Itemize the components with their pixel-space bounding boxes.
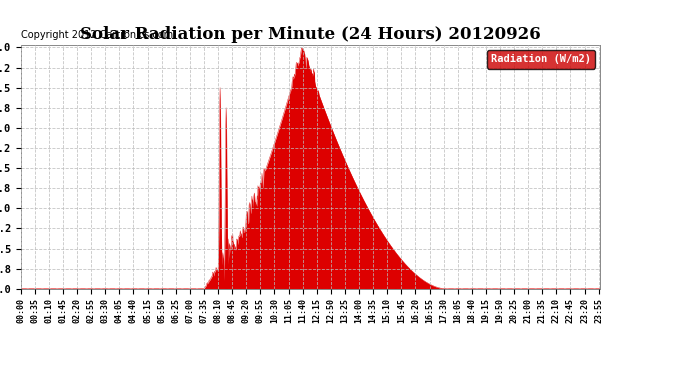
- Title: Solar Radiation per Minute (24 Hours) 20120926: Solar Radiation per Minute (24 Hours) 20…: [80, 27, 541, 44]
- Legend: Radiation (W/m2): Radiation (W/m2): [486, 50, 595, 69]
- Text: Copyright 2012 Cartronics.com: Copyright 2012 Cartronics.com: [21, 30, 172, 40]
